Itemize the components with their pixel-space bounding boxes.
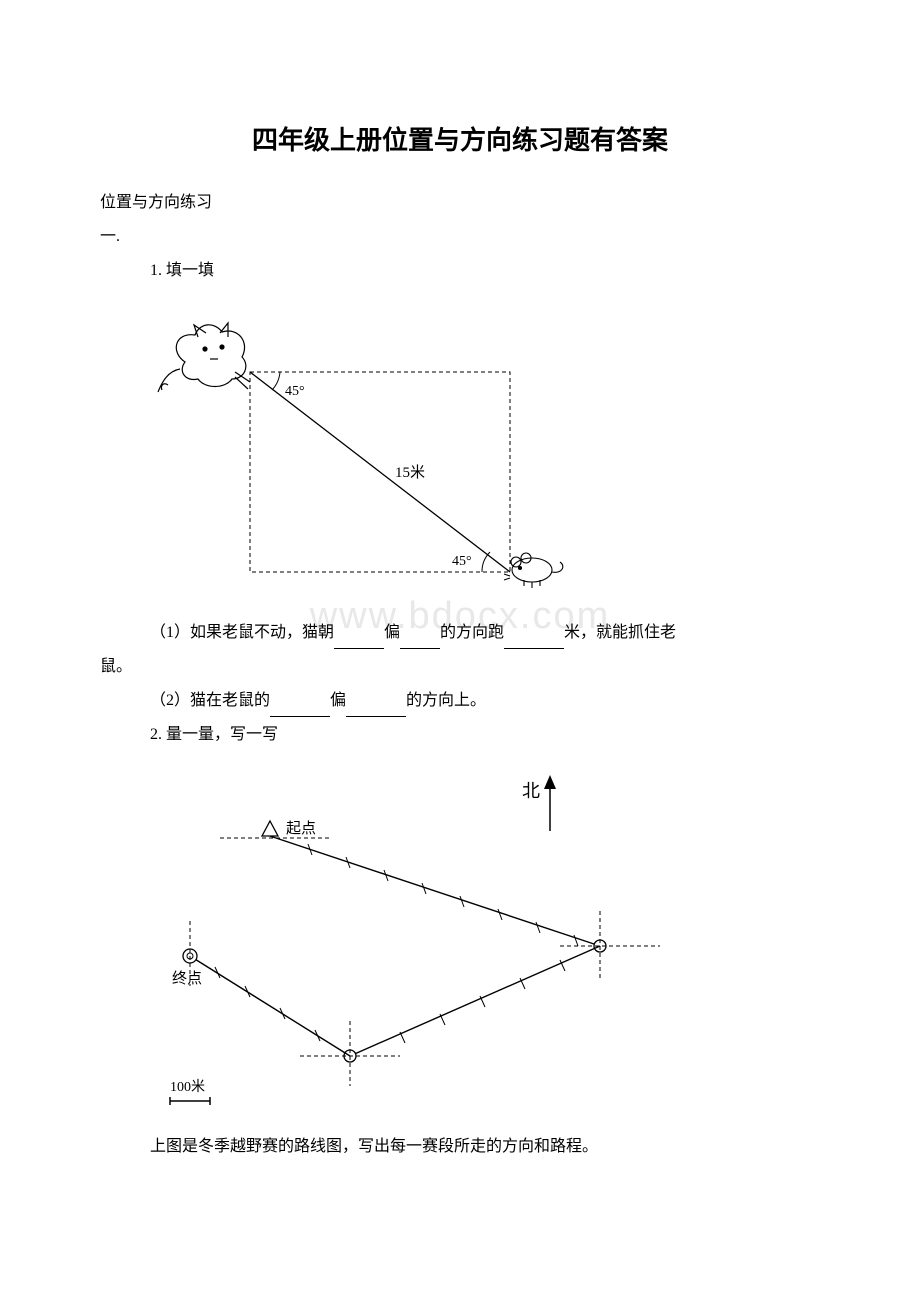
q2-diagram: 北 起点	[100, 761, 820, 1121]
q1-p1-blank3	[504, 633, 564, 649]
section-number: 一.	[100, 221, 820, 253]
q1-p2-text-b: 偏	[330, 692, 346, 709]
q1-angle-top-label: 45°	[285, 384, 305, 399]
q1-p1-blank1	[334, 633, 384, 649]
q1-part2: （2）猫在老鼠的 偏 的方向上。	[150, 685, 820, 717]
start-point: 起点	[262, 820, 316, 837]
leg1-ticks	[308, 844, 578, 946]
q1-p1-text-a: （1）如果老鼠不动，猫朝	[150, 624, 334, 641]
scale-label: 100米	[170, 1079, 205, 1095]
q1-p1-text-b: 偏	[384, 624, 400, 641]
q2-header: 2. 量一量，写一写	[150, 719, 820, 751]
north-arrow: 北	[522, 775, 556, 831]
scale-bar: 100米	[170, 1079, 210, 1105]
q1-p1-text-d: 米，就能抓住老	[564, 624, 676, 641]
end-point: 终点	[172, 949, 202, 987]
cat-icon	[158, 323, 250, 392]
q1-p2-text-c: 的方向上。	[406, 692, 486, 709]
leg1	[270, 836, 600, 946]
q1-distance-label: 15米	[395, 464, 425, 481]
document-title: 四年级上册位置与方向练习题有答案	[100, 120, 820, 157]
q1-diagonal	[250, 372, 510, 572]
q1-p2-blank1	[270, 701, 330, 717]
q1-part1-line1: （1）如果老鼠不动，猫朝 偏 的方向跑 米，就能抓住老	[150, 617, 820, 649]
section-header: 位置与方向练习	[100, 187, 820, 219]
q1-p1-text-e: 鼠。	[100, 658, 132, 675]
q1-p1-text-c: 的方向跑	[440, 624, 504, 641]
end-label: 终点	[172, 970, 202, 987]
leg2	[350, 946, 600, 1056]
page-content: 四年级上册位置与方向练习题有答案 位置与方向练习 一. 1. 填一填	[0, 0, 920, 1205]
mouse-icon	[504, 553, 563, 588]
q1-diagram: 45° 45° 15米	[150, 297, 820, 607]
q1-p1-blank2	[400, 633, 440, 649]
start-label: 起点	[286, 820, 316, 837]
north-label: 北	[522, 781, 540, 801]
q1-angle-top	[272, 372, 280, 390]
q1-part1-line2: 鼠。	[100, 651, 820, 683]
q1-p2-text-a: （2）猫在老鼠的	[150, 692, 270, 709]
leg3	[190, 956, 350, 1056]
q1-header: 1. 填一填	[150, 255, 820, 287]
q2-caption: 上图是冬季越野赛的路线图，写出每一赛段所走的方向和路程。	[150, 1131, 820, 1163]
q1-p2-blank2	[346, 701, 406, 717]
q1-angle-bottom-label: 45°	[452, 554, 472, 569]
